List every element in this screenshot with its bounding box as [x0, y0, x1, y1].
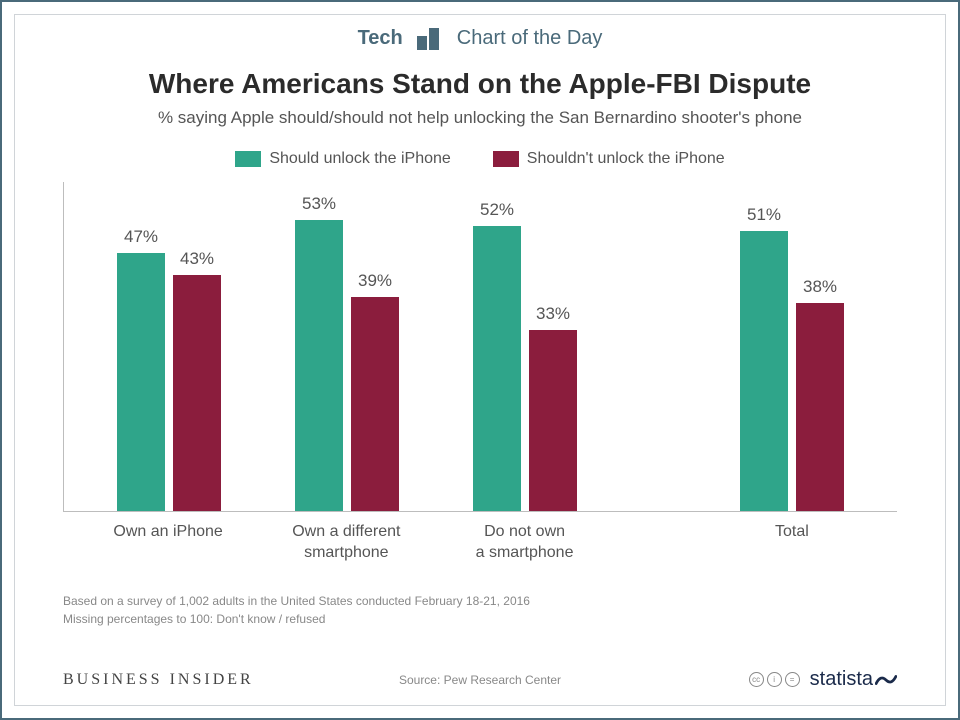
footer: BUSINESS INSIDER Source: Pew Research Ce… — [63, 668, 897, 691]
cc-icon: cc — [749, 672, 764, 687]
header-series: Chart of the Day — [457, 27, 603, 50]
x-axis-label: Own an iPhone — [79, 522, 257, 564]
statista-wave-icon — [875, 671, 897, 689]
business-insider-logo: BUSINESS INSIDER — [63, 671, 254, 689]
legend-label: Should unlock the iPhone — [269, 150, 450, 168]
x-axis-label: Do not owna smartphone — [435, 522, 613, 564]
bar-group: 47%43% — [80, 182, 258, 511]
legend-item: Should unlock the iPhone — [235, 150, 450, 168]
legend: Should unlock the iPhone Shouldn't unlock… — [63, 150, 897, 168]
header-bar: Tech Chart of the Day — [63, 27, 897, 50]
bar-value-label: 33% — [529, 304, 577, 324]
bar: 51% — [740, 231, 788, 511]
bar-value-label: 47% — [117, 227, 165, 247]
bar-group: 51%38% — [703, 182, 881, 511]
chart-plot-area: 47%43%53%39%52%33%51%38% — [63, 182, 897, 512]
x-axis-label: Total — [703, 522, 881, 564]
bar: 47% — [117, 253, 165, 511]
cc-icon: i — [767, 672, 782, 687]
bar: 53% — [295, 220, 343, 511]
footer-right: cci= statista — [749, 668, 897, 691]
bar: 52% — [473, 226, 521, 511]
legend-item: Shouldn't unlock the iPhone — [493, 150, 725, 168]
bar: 39% — [351, 297, 399, 511]
footnote-line: Missing percentages to 100: Don't know /… — [63, 610, 897, 628]
bar-value-label: 43% — [173, 249, 221, 269]
legend-swatch — [235, 151, 261, 167]
bar-value-label: 39% — [351, 271, 399, 291]
legend-label: Shouldn't unlock the iPhone — [527, 150, 725, 168]
chart-subtitle: % saying Apple should/should not help un… — [63, 108, 897, 128]
bar: 33% — [529, 330, 577, 511]
x-axis-labels: Own an iPhoneOwn a differentsmartphoneDo… — [63, 522, 897, 564]
bar: 43% — [173, 275, 221, 511]
bar-group: 53%39% — [258, 182, 436, 511]
bar: 38% — [796, 303, 844, 511]
source-text: Source: Pew Research Center — [399, 673, 561, 687]
cc-license-icons: cci= — [749, 672, 800, 687]
header-category: Tech — [358, 27, 403, 50]
footnotes: Based on a survey of 1,002 adults in the… — [63, 592, 897, 628]
x-axis-label: Own a differentsmartphone — [257, 522, 435, 564]
statista-logo: statista — [810, 668, 897, 691]
outer-frame: Tech Chart of the Day Where Americans St… — [0, 0, 960, 720]
bar-group: 52%33% — [436, 182, 614, 511]
bar-value-label: 53% — [295, 194, 343, 214]
bar-chart-icon — [417, 28, 443, 50]
bar-value-label: 51% — [740, 205, 788, 225]
legend-swatch — [493, 151, 519, 167]
chart-title: Where Americans Stand on the Apple-FBI D… — [63, 68, 897, 100]
cc-icon: = — [785, 672, 800, 687]
bar-value-label: 38% — [796, 277, 844, 297]
bar-value-label: 52% — [473, 200, 521, 220]
footnote-line: Based on a survey of 1,002 adults in the… — [63, 592, 897, 610]
inner-frame: Tech Chart of the Day Where Americans St… — [14, 14, 946, 706]
